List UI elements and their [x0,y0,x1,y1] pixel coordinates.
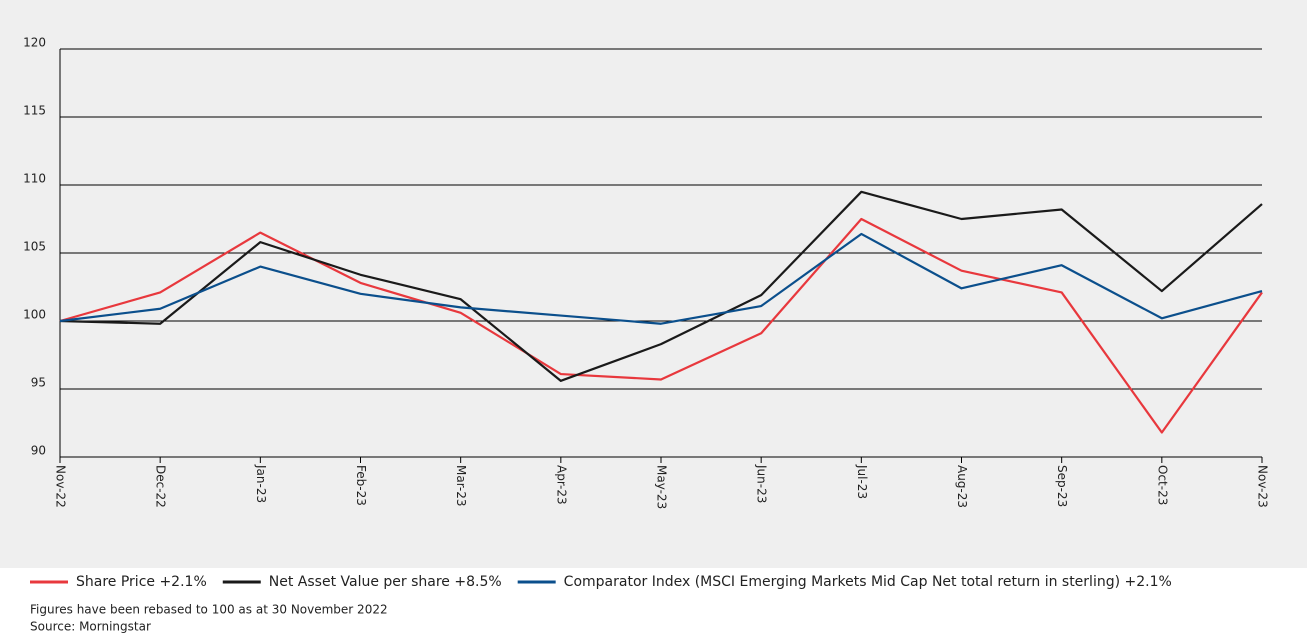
y-tick-label: 110 [23,172,46,186]
x-tick-label: Jun-23 [755,464,769,503]
x-tick-label: Sep-23 [1055,465,1069,507]
x-tick-label: Nov-22 [54,465,68,508]
legend-label: Net Asset Value per share +8.5% [269,574,502,590]
x-tick-label: Mar-23 [454,465,468,506]
x-tick-label: Jan-23 [254,464,268,503]
x-tick-label: Oct-23 [1155,465,1169,505]
legend-label: Share Price +2.1% [76,574,207,590]
y-tick-label: 115 [23,104,46,118]
x-tick-label: Feb-23 [354,465,368,506]
x-tick-label: Aug-23 [955,465,969,508]
series-line [59,232,1263,325]
x-tick-label: Apr-23 [554,465,568,505]
plot-background [0,0,1307,568]
footnote: Figures have been rebased to 100 as at 3… [30,603,388,617]
y-tick-label: 120 [23,36,46,50]
x-tick-label: May-23 [655,465,669,509]
x-tick-label: Dec-22 [154,465,168,508]
x-tick-label: Nov-23 [1256,465,1270,508]
footnote: Source: Morningstar [30,620,151,634]
x-tick-label: Jul-23 [855,464,869,499]
legend-label: Comparator Index (MSCI Emerging Markets … [564,574,1172,590]
series-line [59,217,1263,434]
y-tick-label: 105 [23,240,46,254]
y-tick-label: 90 [31,444,46,458]
y-tick-label: 95 [31,376,46,390]
y-tick-label: 100 [23,308,46,322]
series-line [59,190,1263,382]
